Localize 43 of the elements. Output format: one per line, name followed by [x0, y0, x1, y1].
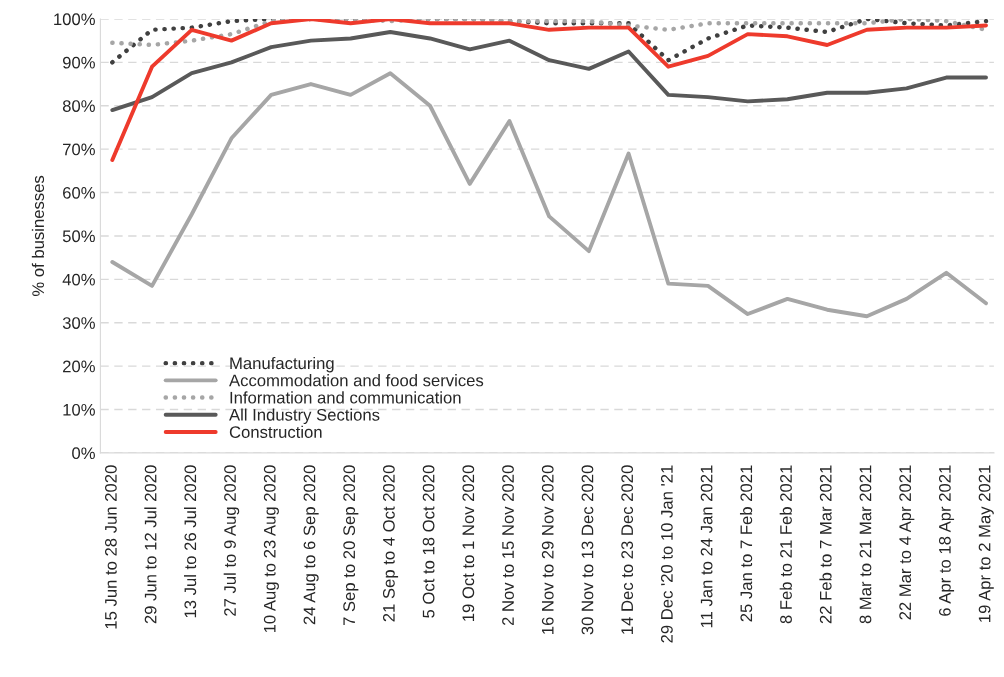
- y-tick-label: 80%: [62, 100, 95, 112]
- x-tick-label: 11 Jan to 24 Jan 2021: [700, 465, 713, 628]
- y-tick-label: 20%: [63, 360, 95, 373]
- y-axis-title: % of businesses: [31, 175, 45, 297]
- x-tick-label: 14 Dec to 23 Dec 2020: [621, 465, 634, 634]
- y-tick-label: 0%: [72, 447, 95, 460]
- x-tick-label: 16 Nov to 29 Nov 2020: [541, 465, 554, 634]
- x-tick-label: 19 Oct to 1 Nov 2020: [462, 465, 475, 621]
- x-tick-label: 6 Apr to 18 Apr 2021: [938, 465, 955, 616]
- x-tick-label: 8 Mar to 21 Mar 2021: [859, 465, 872, 624]
- legend-label: Accommodation and food services: [229, 374, 484, 387]
- y-tick-label: 60%: [63, 186, 95, 199]
- line-series: [110, 18, 988, 162]
- legend-label: Manufacturing: [230, 356, 334, 373]
- y-tick-label: 30%: [62, 317, 95, 329]
- x-tick-label: 30 Nov to 13 Dec 2020: [581, 465, 594, 635]
- x-tick-label: 13 Jul to 26 Jul 2020: [183, 465, 197, 618]
- x-tick-label: 7 Sep to 20 Sep 2020: [343, 465, 359, 626]
- legend-label: All Industry Sections: [229, 408, 380, 425]
- x-tick-label: 22 Mar to 4 Apr 2021: [899, 465, 915, 620]
- x-tick-label: 19 Apr to 2 May 2021: [978, 465, 994, 622]
- x-tick-label: 15 Jun to 28 Jun 2020: [104, 465, 117, 629]
- y-tick-label: 50%: [62, 230, 95, 243]
- x-tick-label: 25 Jan to 7 Feb 2021: [739, 465, 753, 622]
- x-tick-label: 8 Feb to 21 Feb 2021: [779, 465, 792, 624]
- y-tick-label: 40%: [62, 273, 95, 286]
- x-tick-label: 29 Jun to 12 Jul 2020: [144, 465, 157, 624]
- x-tick-label: 27 Jul to 9 Aug 2020: [223, 465, 240, 616]
- x-tick-label: 24 Aug to 6 Sep 2020: [303, 465, 319, 625]
- y-tick-label: 70%: [63, 143, 95, 156]
- y-tick-label: 90%: [62, 56, 95, 69]
- x-tick-label: 21 Sep to 4 Oct 2020: [382, 465, 399, 622]
- y-tick-label: 100%: [54, 13, 95, 26]
- legend-label: Construction: [229, 425, 322, 438]
- x-tick-label: 22 Feb to 7 Mar 2021: [819, 465, 832, 624]
- line-series: [110, 71, 988, 319]
- x-tick-label: 2 Nov to 15 Nov 2020: [502, 465, 514, 626]
- y-tick-label: 10%: [63, 403, 95, 416]
- x-tick-label: 5 Oct to 18 Oct 2020: [422, 465, 435, 618]
- legend-label: Information and communication: [230, 391, 461, 404]
- line-series: [110, 30, 988, 113]
- x-tick-label: 29 Dec '20 to 10 Jan '21: [660, 465, 673, 643]
- x-tick-label: 10 Aug to 23 Aug 2020: [263, 465, 279, 633]
